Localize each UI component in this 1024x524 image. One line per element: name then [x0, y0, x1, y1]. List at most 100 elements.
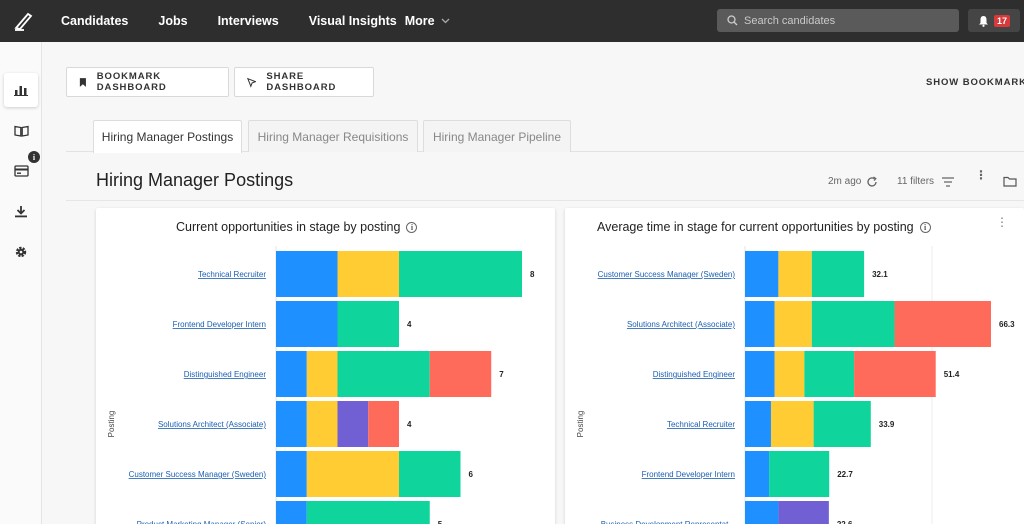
- category-label[interactable]: Frontend Developer Intern: [173, 320, 266, 329]
- bar-segment: [774, 351, 805, 397]
- chart-average-time-svg: Posting Customer Success Manager (Sweden)…: [576, 246, 1015, 524]
- chart-title-opportunities: Current opportunities in stage by postin…: [176, 220, 418, 234]
- bar-segment: [811, 301, 895, 347]
- chevron-down-icon: [441, 18, 450, 24]
- bar-segment: [399, 251, 522, 297]
- category-label[interactable]: Distinguished Engineer: [653, 370, 736, 379]
- bookmark-dashboard-label: BOOKMARK DASHBOARD: [96, 71, 167, 93]
- bar-segment: [745, 401, 771, 447]
- bar-segment: [306, 451, 399, 497]
- category-label[interactable]: Solutions Architect (Associate): [627, 320, 735, 329]
- bar-segment: [769, 451, 830, 497]
- folder-button[interactable]: [1003, 176, 1017, 187]
- sidebar-item-settings[interactable]: [4, 235, 38, 269]
- bar-segment: [276, 451, 307, 497]
- category-label[interactable]: Business Development Representat...: [601, 520, 735, 524]
- sidebar-item-library[interactable]: [4, 114, 38, 148]
- page-title: Hiring Manager Postings: [96, 170, 294, 190]
- value-label: 22.7: [837, 470, 853, 479]
- filter-lines-icon: [942, 176, 955, 187]
- lever-logo-icon[interactable]: [8, 6, 38, 36]
- sidebar: i: [0, 42, 42, 524]
- bar-segment: [337, 401, 369, 447]
- tab-hiring-manager-requisitions[interactable]: Hiring Manager Requisitions: [248, 120, 418, 152]
- nav-more[interactable]: More: [401, 14, 465, 28]
- value-label: 4: [407, 420, 412, 429]
- sidebar-item-dashboards[interactable]: [4, 73, 38, 107]
- category-label[interactable]: Solutions Architect (Associate): [158, 420, 266, 429]
- nav-jobs[interactable]: Jobs: [158, 14, 188, 28]
- notification-count-badge: 17: [993, 14, 1010, 27]
- tab-hiring-manager-pipeline[interactable]: Hiring Manager Pipeline: [423, 120, 571, 152]
- updated-time: 2m ago: [828, 176, 861, 187]
- bar-segment: [337, 351, 430, 397]
- category-label[interactable]: Frontend Developer Intern: [642, 470, 735, 479]
- filters-button[interactable]: 11 filters: [897, 176, 955, 187]
- bookmark-dashboard-button[interactable]: BOOKMARK DASHBOARD: [66, 67, 229, 97]
- bar-segment: [276, 351, 307, 397]
- category-label[interactable]: Distinguished Engineer: [184, 370, 267, 379]
- more-options-icon[interactable]: ⋮: [975, 168, 987, 182]
- nav-more-label: More: [404, 14, 435, 28]
- updated-time-label: 2m ago: [828, 176, 862, 187]
- bar-segment: [745, 301, 775, 347]
- info-icon[interactable]: i: [406, 221, 418, 233]
- bell-icon: [978, 15, 988, 27]
- info-badge-icon: i: [28, 151, 40, 163]
- chart-card-opportunities-in-stage: Current opportunities in stage by postin…: [96, 208, 555, 524]
- bar-segment: [306, 351, 338, 397]
- bar-segment: [813, 401, 871, 447]
- value-label: 5: [438, 520, 443, 524]
- y-axis-label: Posting: [107, 411, 116, 438]
- share-dashboard-button[interactable]: SHARE DASHBOARD: [234, 67, 374, 97]
- notifications-button[interactable]: 17: [968, 9, 1020, 32]
- sidebar-item-downloads[interactable]: [4, 194, 38, 228]
- category-label[interactable]: Technical Recruiter: [667, 420, 735, 429]
- bar-segment: [399, 451, 461, 497]
- bar-segment: [778, 251, 812, 297]
- card-icon: [13, 165, 29, 177]
- bar-segment: [745, 351, 775, 397]
- tab-hiring-manager-postings[interactable]: Hiring Manager Postings: [93, 120, 242, 153]
- category-label[interactable]: Customer Success Manager (Sweden): [598, 270, 736, 279]
- y-axis-label: Posting: [576, 411, 585, 438]
- search-icon: [727, 15, 738, 26]
- book-icon: [13, 125, 29, 137]
- share-dashboard-label: SHARE DASHBOARD: [266, 71, 337, 93]
- bar-segment: [337, 251, 399, 297]
- chart-card-average-time-in-stage: Average time in stage for current opport…: [565, 208, 1024, 524]
- search-input[interactable]: [744, 14, 944, 27]
- bar-segment: [368, 401, 399, 447]
- category-label[interactable]: Technical Recruiter: [198, 270, 266, 279]
- sidebar-item-cards[interactable]: i: [4, 151, 40, 188]
- bar-segment: [306, 501, 430, 524]
- value-label: 51.4: [944, 370, 960, 379]
- bar-segment: [770, 401, 814, 447]
- show-bookmarks-link[interactable]: SHOW BOOKMARKS: [926, 77, 1024, 88]
- bar-segment: [854, 351, 936, 397]
- value-label: 6: [469, 470, 474, 479]
- bar-segment: [276, 301, 338, 347]
- info-icon[interactable]: i: [919, 221, 931, 233]
- bar-segment: [745, 501, 779, 524]
- value-label: 8: [530, 270, 535, 279]
- value-label: 33.9: [879, 420, 895, 429]
- category-label[interactable]: Customer Success Manager (Sweden): [129, 470, 267, 479]
- bar-segment: [745, 451, 770, 497]
- bar-segment: [276, 501, 307, 524]
- category-label[interactable]: Product Marketing Manager (Senior): [137, 520, 267, 524]
- nav-interviews[interactable]: Interviews: [217, 14, 279, 28]
- nav-visual-insights[interactable]: Visual Insights: [308, 14, 397, 28]
- bookmark-icon: [79, 77, 86, 87]
- refresh-button[interactable]: [866, 176, 878, 188]
- header-divider: [66, 200, 1024, 201]
- chart-title-text: Current opportunities in stage by postin…: [176, 220, 401, 234]
- nav-candidates[interactable]: Candidates: [61, 14, 129, 28]
- bar-segment: [306, 401, 338, 447]
- bar-segment: [804, 351, 855, 397]
- bar-segment: [337, 301, 399, 347]
- value-label: 4: [407, 320, 412, 329]
- bar-segment: [778, 501, 829, 524]
- filters-count-label: 11 filters: [897, 176, 935, 187]
- search-box[interactable]: [717, 9, 959, 32]
